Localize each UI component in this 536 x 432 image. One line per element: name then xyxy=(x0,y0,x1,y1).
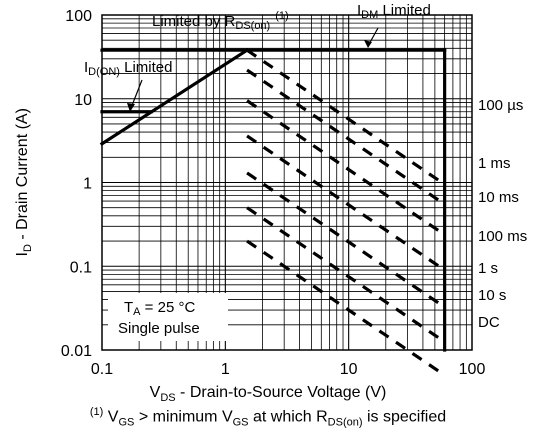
series-label-10-s: 10 s xyxy=(478,287,506,304)
series-label-DC: DC xyxy=(478,314,500,331)
series-label-background xyxy=(476,226,532,246)
x-tick-label: 0.1 xyxy=(91,361,113,378)
x-tick-label: 100 xyxy=(459,361,486,378)
footnote: (1) VGS > minimum VGS at which RDS(on) i… xyxy=(89,406,447,429)
series-label-background xyxy=(476,285,532,305)
soa-line-1-ms xyxy=(246,68,446,206)
limit-layer xyxy=(99,47,447,352)
idon-arrow-head xyxy=(127,103,135,112)
idm-arrow-head xyxy=(364,40,372,48)
idon-annotation-arrow xyxy=(130,79,143,109)
x-axis-label: VDS - Drain-to-Source Voltage (V) xyxy=(149,384,387,405)
plot-frame xyxy=(101,14,473,351)
series-label-background xyxy=(476,312,532,332)
limit-rds-on xyxy=(99,47,250,146)
x-tick-labels: 0.1 1 10 100 xyxy=(91,361,486,378)
y-tick-labels: 0.01 0.1 1 10 100 xyxy=(61,8,92,360)
soa-line-DC xyxy=(246,239,446,377)
idon-limit-label: ID(ON) Limited xyxy=(84,59,172,78)
y-tick-label: 1 xyxy=(83,176,92,193)
series-label-background xyxy=(476,153,532,173)
series-label-background xyxy=(476,258,532,278)
x-tick-label: 1 xyxy=(221,361,230,378)
series-label-100-ms: 100 ms xyxy=(478,228,527,245)
soa-line-100-ms xyxy=(246,134,446,272)
y-tick-label: 0.1 xyxy=(70,259,92,276)
y-tick-label: 100 xyxy=(65,8,92,25)
rds-limit-label: Limited by RDS(on)(1) xyxy=(152,10,289,32)
series-label-10-ms: 10 ms xyxy=(478,189,519,206)
conditions-box xyxy=(108,293,228,341)
pulse-label: Single pulse xyxy=(118,320,200,337)
soa-line-10-ms xyxy=(246,99,446,237)
series-label-background xyxy=(476,187,532,207)
soa-line-1-s xyxy=(246,171,446,309)
series-label-1-ms: 1 ms xyxy=(478,155,511,172)
idm-limit-label: IDM Limited xyxy=(357,2,431,21)
soa-line-10-s xyxy=(246,206,446,344)
y-tick-label: 10 xyxy=(74,92,92,109)
y-axis-label: ID - Drain Current (A) xyxy=(14,108,35,257)
series-labels: 100 µs 1 ms 10 ms 100 ms 1 s 10 s DC xyxy=(476,95,532,332)
series-label-1-s: 1 s xyxy=(478,260,498,277)
series-label-background xyxy=(476,95,532,115)
temperature-label: TA = 25 °C xyxy=(124,299,195,318)
series-label-100-µs: 100 µs xyxy=(478,97,523,114)
x-tick-label: 10 xyxy=(340,361,358,378)
y-tick-label: 0.01 xyxy=(61,343,92,360)
